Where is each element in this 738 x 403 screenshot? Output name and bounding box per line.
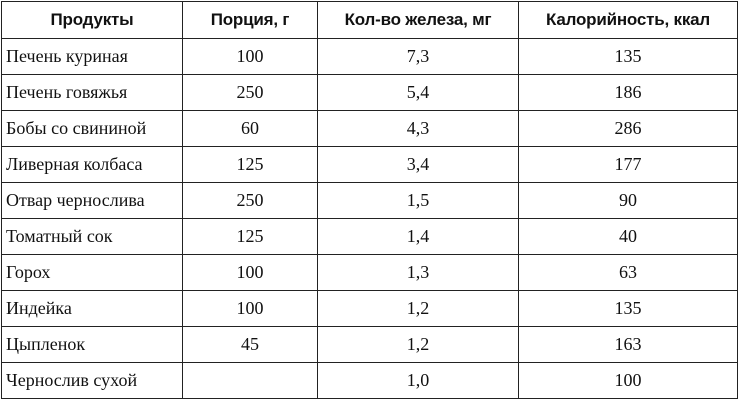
product-cell: Печень куриная — [1, 38, 183, 75]
table-row: Томатный сок 125 1,4 40 — [1, 218, 738, 255]
product-cell: Горох — [1, 254, 183, 291]
calories-cell: 135 — [518, 38, 738, 75]
product-cell: Цыпленок — [1, 326, 183, 363]
iron-cell: 1,3 — [317, 254, 519, 291]
header-iron: Кол-во железа, мг — [317, 1, 519, 39]
portion-cell: 100 — [182, 290, 318, 327]
iron-cell: 1,2 — [317, 326, 519, 363]
table-row: Печень говяжья 250 5,4 186 — [1, 74, 738, 111]
product-cell: Томатный сок — [1, 218, 183, 255]
portion-cell — [182, 362, 318, 399]
calories-cell: 63 — [518, 254, 738, 291]
table-row: Отвар чернослива 250 1,5 90 — [1, 182, 738, 219]
iron-cell: 1,4 — [317, 218, 519, 255]
product-cell: Индейка — [1, 290, 183, 327]
table-row: Печень куриная 100 7,3 135 — [1, 38, 738, 75]
iron-cell: 1,0 — [317, 362, 519, 399]
table-row: Ливерная колбаса 125 3,4 177 — [1, 146, 738, 183]
iron-cell: 4,3 — [317, 110, 519, 147]
table-row: Горох 100 1,3 63 — [1, 254, 738, 291]
iron-cell: 1,2 — [317, 290, 519, 327]
product-cell: Ливерная колбаса — [1, 146, 183, 183]
product-cell: Печень говяжья — [1, 74, 183, 111]
header-product: Продукты — [1, 1, 183, 39]
portion-cell: 125 — [182, 146, 318, 183]
calories-cell: 40 — [518, 218, 738, 255]
portion-cell: 45 — [182, 326, 318, 363]
iron-cell: 1,5 — [317, 182, 519, 219]
calories-cell: 177 — [518, 146, 738, 183]
iron-cell: 5,4 — [317, 74, 519, 111]
calories-cell: 186 — [518, 74, 738, 111]
table-row: Чернослив сухой 1,0 100 — [1, 362, 738, 399]
product-cell: Чернослив сухой — [1, 362, 183, 399]
portion-cell: 100 — [182, 38, 318, 75]
header-calories: Калорийность, ккал — [518, 1, 738, 39]
table-row: Индейка 100 1,2 135 — [1, 290, 738, 327]
header-row: Продукты Порция, г Кол-во железа, мг Кал… — [1, 1, 738, 39]
portion-cell: 250 — [182, 182, 318, 219]
header-portion: Порция, г — [182, 1, 318, 39]
calories-cell: 100 — [518, 362, 738, 399]
portion-cell: 125 — [182, 218, 318, 255]
table-row: Бобы со свининой 60 4,3 286 — [1, 110, 738, 147]
calories-cell: 135 — [518, 290, 738, 327]
iron-cell: 7,3 — [317, 38, 519, 75]
portion-cell: 250 — [182, 74, 318, 111]
iron-cell: 3,4 — [317, 146, 519, 183]
calories-cell: 163 — [518, 326, 738, 363]
calories-cell: 286 — [518, 110, 738, 147]
product-cell: Бобы со свининой — [1, 110, 183, 147]
product-cell: Отвар чернослива — [1, 182, 183, 219]
table-row: Цыпленок 45 1,2 163 — [1, 326, 738, 363]
portion-cell: 100 — [182, 254, 318, 291]
calories-cell: 90 — [518, 182, 738, 219]
portion-cell: 60 — [182, 110, 318, 147]
